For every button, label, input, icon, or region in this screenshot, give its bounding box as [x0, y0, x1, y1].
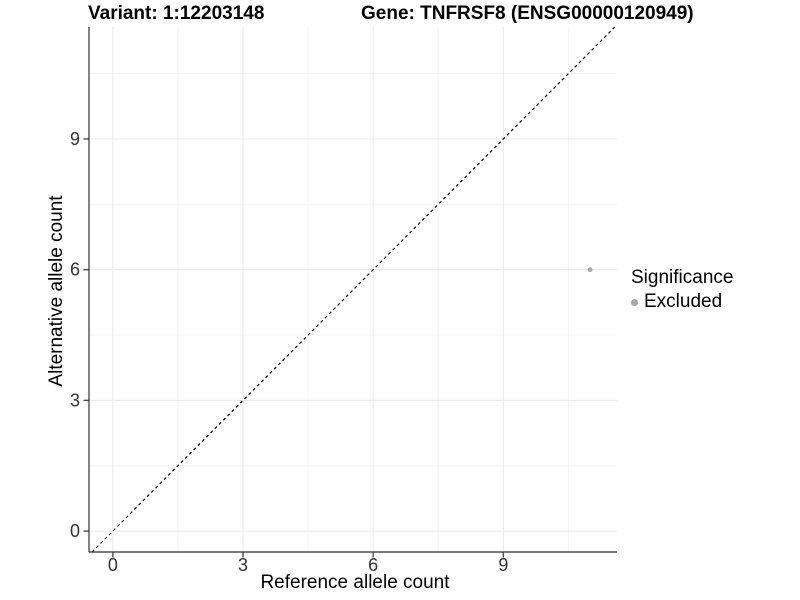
x-tick-label: 6 [368, 555, 378, 575]
x-tick-label: 0 [108, 555, 118, 575]
legend-point-icon [631, 298, 638, 306]
gene-title: Gene: TNFRSF8 (ENSG00000120949) [361, 3, 694, 24]
legend: Significance Excluded [631, 267, 733, 313]
x-axis-title: Reference allele count [260, 572, 450, 593]
y-tick-label: 3 [70, 390, 80, 410]
x-tick-label: 3 [238, 555, 248, 575]
variant-title: Variant: 1:12203148 [88, 3, 265, 24]
y-tick-label: 6 [70, 260, 80, 280]
legend-title: Significance [631, 267, 734, 288]
y-axis-title: Alternative allele count [46, 195, 67, 387]
x-tick-label: 9 [498, 555, 508, 575]
legend-item-excluded: Excluded [631, 291, 733, 313]
legend-item-label: Excluded [644, 291, 723, 312]
y-tick-label: 9 [70, 129, 80, 149]
y-tick-label: 0 [70, 521, 80, 541]
data-point [587, 267, 593, 273]
identity-dashed-line [91, 26, 616, 553]
